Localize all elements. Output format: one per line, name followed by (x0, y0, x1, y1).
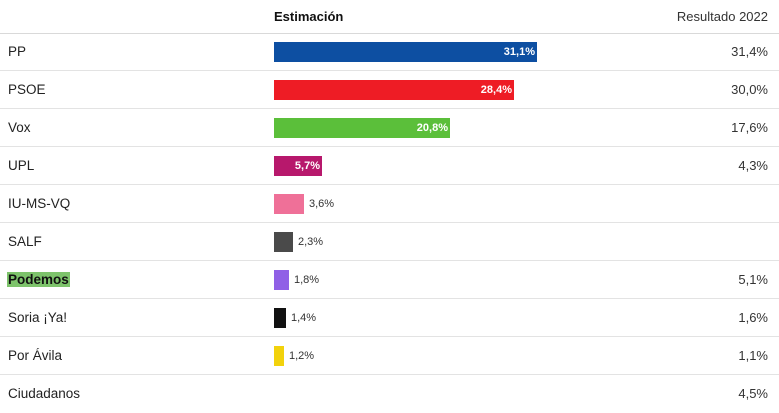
party-name: Ciudadanos (8, 386, 81, 401)
table-row: IU-MS-VQ 3,6% (0, 185, 779, 223)
table-row: Por Ávila 1,2% 1,1% (0, 337, 779, 375)
estimate-bar (274, 346, 284, 366)
party-name: Soria ¡Ya! (8, 310, 68, 325)
estimate-value-label: 3,6% (309, 198, 335, 210)
estimate-bar (274, 194, 304, 214)
estimate-value-label: 2,3% (298, 236, 324, 248)
estimate-value-label: 5,7% (294, 160, 320, 172)
estimate-bar (274, 156, 322, 176)
estimate-value-label: 1,2% (289, 350, 315, 362)
result-2022-value: 4,5% (738, 386, 768, 401)
table-row: Soria ¡Ya! 1,4% 1,6% (0, 299, 779, 337)
table-row: PSOE 28,4% 30,0% (0, 71, 779, 109)
table-row: Podemos 1,8% 5,1% (0, 261, 779, 299)
estimate-value-label: 31,1% (503, 46, 535, 58)
party-name: SALF (8, 234, 42, 249)
result-2022-value: 17,6% (731, 120, 768, 135)
estimate-column-header: Estimación (274, 9, 344, 24)
estimate-value-label: 1,8% (294, 274, 320, 286)
result-2022-value: 5,1% (738, 272, 768, 287)
result-2022-value: 1,6% (738, 310, 768, 325)
table-row: Ciudadanos 4,5% (0, 375, 779, 413)
estimate-bar (274, 118, 450, 138)
estimate-bar (274, 232, 293, 252)
party-name: Podemos (7, 272, 70, 287)
party-name: PP (8, 44, 27, 59)
estimate-value-label: 20,8% (416, 122, 448, 134)
estimate-bar (274, 42, 537, 62)
result-2022-value: 1,1% (738, 348, 768, 363)
table-row: PP 31,1% 31,4% (0, 33, 779, 71)
estimate-value-label: 1,4% (291, 312, 317, 324)
party-name: PSOE (8, 82, 46, 97)
table-row: Vox 20,8% 17,6% (0, 109, 779, 147)
table-row: UPL 5,7% 4,3% (0, 147, 779, 185)
party-name: UPL (8, 158, 35, 173)
results-table: PP 31,1% 31,4% PSOE 28,4% 30,0% Vox 20,8% 17,6% U… (0, 33, 779, 413)
result-2022-value: 30,0% (731, 82, 768, 97)
result-2022-value: 4,3% (738, 158, 768, 173)
estimate-value-label: 28,4% (480, 84, 512, 96)
party-name: Vox (8, 120, 31, 135)
table-row: SALF 2,3% (0, 223, 779, 261)
estimate-bar (274, 270, 289, 290)
estimate-bar (274, 308, 286, 328)
result-2022-column-header: Resultado 2022 (676, 9, 768, 24)
estimate-bar (274, 80, 514, 100)
result-2022-value: 31,4% (731, 44, 768, 59)
party-name: Por Ávila (8, 348, 63, 363)
party-name: IU-MS-VQ (8, 196, 71, 211)
table-header: Estimación Resultado 2022 (0, 0, 779, 34)
